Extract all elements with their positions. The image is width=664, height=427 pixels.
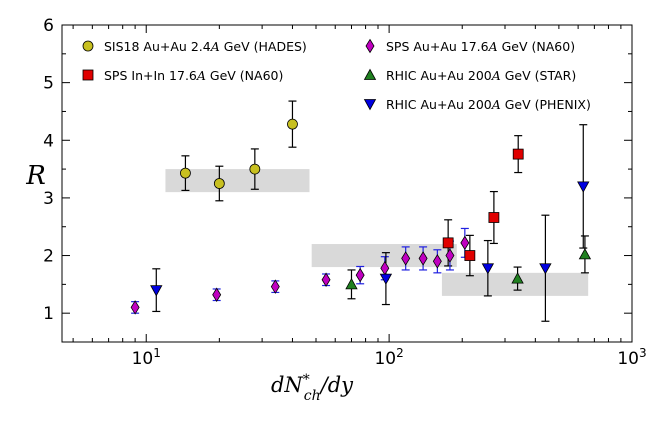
rhic-au-au-200-gev-star-point-3 [578, 248, 592, 260]
legend-entry-rhic-au-au-200-gev-phenix: RHIC Au+Au 200A GeV (PHENIX) [363, 97, 591, 112]
rhic-au-au-200-gev-star-point-2 [511, 272, 524, 284]
sps-au-au-17-6-gev-na60-point-10 [445, 248, 455, 263]
sis18-au-au-2-4-gev-hades-point-1 [180, 167, 191, 179]
y-tick-label-3: 3 [43, 189, 54, 209]
legend-label-rhic-au-au-200-gev-star: RHIC Au+Au 200A GeV (STAR) [386, 68, 576, 83]
rhic-au-au-200-gev-phenix-point-5 [577, 181, 590, 193]
legend-marker-rhic-au-au-200-gev-star [363, 68, 377, 80]
sps-au-au-17-6-gev-na60-point-8 [418, 251, 428, 266]
x-tick-label-1000: 103 [617, 346, 646, 369]
rhic-au-au-200-gev-phenix-point-4 [539, 263, 552, 275]
x-axis-title-superscript: * [303, 372, 310, 388]
sis18-au-au-2-4-gev-hades-point-3 [249, 163, 261, 175]
legend-label-sps-au-au-17-6-gev-na60: SPS Au+Au 17.6A GeV (NA60) [386, 39, 575, 54]
rhic-au-au-200-gev-phenix-point-2 [379, 273, 393, 285]
sps-au-au-17-6-gev-na60-point-9 [432, 254, 442, 269]
legend-entry-sps-in-in-17-6-gev-na60: SPS In+In 17.6A GeV (NA60) [82, 68, 283, 83]
y-tick-label-5: 5 [43, 74, 54, 94]
sps-in-in-17-6-gev-na60-point-1 [442, 237, 454, 249]
legend-entry-sps-au-au-17-6-gev-na60: SPS Au+Au 17.6A GeV (NA60) [365, 38, 575, 54]
markers-layer [130, 118, 592, 315]
legend-entry-sis18-au-au-2-4-gev-hades: SIS18 Au+Au 2.4A GeV (HADES) [82, 39, 307, 54]
legend-marker-sps-in-in-17-6-gev-na60 [82, 69, 94, 81]
x-axis-title-tail: /dy [319, 373, 355, 397]
sps-au-au-17-6-gev-na60-point-4 [321, 272, 331, 288]
rhic-au-au-200-gev-phenix-point-3 [481, 263, 495, 275]
x-axis-title-subscript: ch [304, 388, 321, 404]
legend-label-sps-in-in-17-6-gev-na60: SPS In+In 17.6A GeV (NA60) [104, 68, 283, 83]
y-tick-label-2: 2 [43, 247, 54, 267]
legend-label-sis18-au-au-2-4-gev-hades: SIS18 Au+Au 2.4A GeV (HADES) [104, 39, 307, 54]
x-tick-label-10: 101 [132, 346, 161, 369]
sis18-au-au-2-4-gev-hades-point-2 [213, 178, 225, 189]
x-tick-label-100: 102 [374, 346, 403, 369]
sps-in-in-17-6-gev-na60-point-3 [488, 212, 500, 223]
sps-au-au-17-6-gev-na60-point-1 [130, 300, 140, 315]
rhic-au-au-200-gev-star-point-1 [345, 278, 358, 290]
plot-frame [61, 24, 633, 343]
ticks-layer: 1 2 3 4 5 6 101 102 103 [43, 16, 646, 369]
sis18-band [165, 169, 310, 193]
rhic-band [441, 272, 589, 296]
legend-entry-rhic-au-au-200-gev-star: RHIC Au+Au 200A GeV (STAR) [363, 68, 576, 83]
sps-in-in-17-6-gev-na60-point-2 [464, 250, 476, 261]
y-tick-label-1: 1 [43, 304, 54, 324]
sis18-au-au-2-4-gev-hades-point-4 [287, 118, 298, 130]
y-tick-label-4: 4 [43, 131, 54, 151]
bands-layer [165, 169, 589, 296]
sps-au-au-17-6-gev-na60-point-3 [270, 279, 280, 294]
y-tick-label-6: 6 [43, 16, 54, 36]
x-axis-title: dN* ch/dy [271, 372, 354, 404]
legend: SIS18 Au+Au 2.4A GeV (HADES) SPS In+In 17… [82, 38, 591, 112]
rhic-au-au-200-gev-phenix-point-1 [150, 285, 163, 297]
sps-in-in-17-6-gev-na60-point-4 [512, 148, 524, 160]
sps-au-au-17-6-gev-na60-point-5 [355, 267, 365, 283]
legend-marker-sps-au-au-17-6-gev-na60 [365, 38, 375, 54]
legend-marker-sis18-au-au-2-4-gev-hades [82, 40, 94, 52]
legend-marker-rhic-au-au-200-gev-phenix [363, 99, 377, 111]
sps-au-au-17-6-gev-na60-point-2 [212, 287, 222, 303]
x-axis-title-main: dN [271, 373, 303, 397]
sps-au-au-17-6-gev-na60-point-7 [401, 251, 411, 266]
sps-au-au-17-6-gev-na60-point-11 [460, 235, 470, 251]
legend-label-rhic-au-au-200-gev-phenix: RHIC Au+Au 200A GeV (PHENIX) [386, 97, 591, 112]
y-axis-title: R [25, 161, 46, 191]
